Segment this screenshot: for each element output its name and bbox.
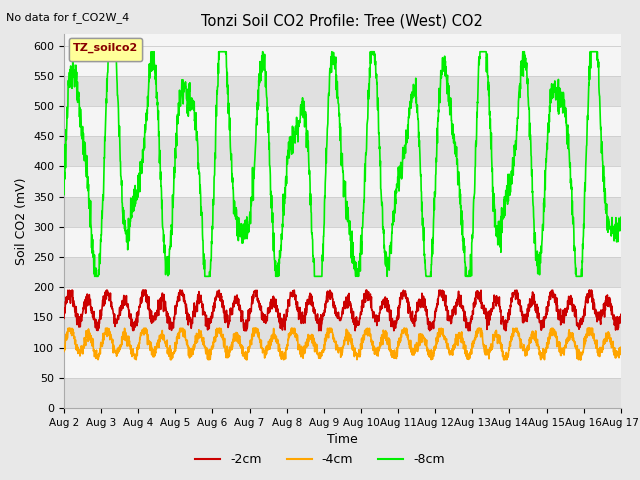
Bar: [64, 46, 621, 76]
-4cm: [359, 339, 367, 345]
Legend: : [69, 38, 142, 61]
-8cm: [60, 192, 68, 197]
-4cm: [505, 349, 513, 355]
Bar: [64, 317, 621, 348]
-4cm: [64, 325, 72, 331]
Bar: [64, 106, 621, 136]
-8cm: [105, 49, 113, 55]
-4cm: [617, 351, 625, 357]
-2cm: [359, 301, 367, 307]
Line: -8cm: -8cm: [64, 52, 621, 276]
-2cm: [216, 293, 223, 299]
Bar: [64, 227, 621, 257]
Legend: -2cm, -4cm, -8cm: -2cm, -4cm, -8cm: [190, 448, 450, 471]
-8cm: [216, 49, 223, 55]
-2cm: [64, 288, 72, 293]
-4cm: [60, 348, 68, 354]
Bar: [64, 136, 621, 167]
Bar: [64, 167, 621, 197]
-8cm: [91, 274, 99, 279]
Line: -2cm: -2cm: [64, 290, 621, 331]
Line: -4cm: -4cm: [64, 328, 621, 360]
Bar: [64, 76, 621, 106]
-2cm: [241, 328, 248, 334]
-4cm: [371, 351, 379, 357]
Bar: [64, 348, 621, 378]
Bar: [64, 257, 621, 287]
-2cm: [505, 316, 513, 322]
-8cm: [617, 215, 625, 220]
Bar: [64, 197, 621, 227]
-8cm: [584, 113, 591, 119]
Y-axis label: Soil CO2 (mV): Soil CO2 (mV): [15, 177, 28, 264]
-2cm: [60, 315, 68, 321]
-8cm: [359, 217, 367, 223]
-8cm: [371, 51, 379, 57]
-8cm: [568, 212, 576, 217]
Text: No data for f_CO2W_4: No data for f_CO2W_4: [6, 12, 130, 23]
-4cm: [94, 357, 102, 362]
Bar: [64, 378, 621, 408]
-4cm: [584, 325, 591, 331]
Title: Tonzi Soil CO2 Profile: Tree (West) CO2: Tonzi Soil CO2 Profile: Tree (West) CO2: [202, 13, 483, 28]
-2cm: [371, 319, 379, 324]
-2cm: [568, 295, 576, 301]
Bar: [64, 287, 621, 317]
-8cm: [505, 190, 513, 195]
X-axis label: Time: Time: [327, 433, 358, 446]
-4cm: [568, 334, 576, 340]
-2cm: [617, 312, 625, 317]
-2cm: [584, 291, 591, 297]
-4cm: [216, 327, 223, 333]
